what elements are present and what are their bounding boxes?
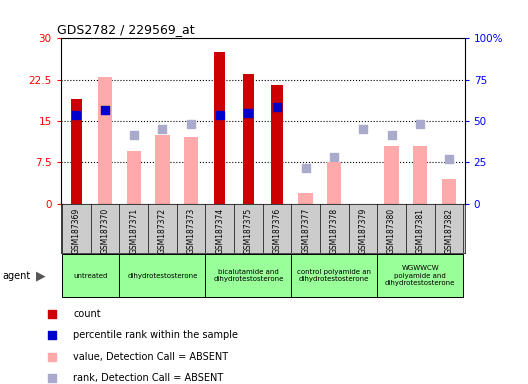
Bar — [243, 74, 254, 204]
Bar — [98, 77, 112, 204]
Text: GSM187379: GSM187379 — [359, 207, 367, 254]
Bar — [155, 135, 169, 204]
Point — [244, 110, 252, 116]
Bar — [378, 254, 463, 297]
Text: WGWWCW
polyamide and
dihydrotestosterone: WGWWCW polyamide and dihydrotestosterone — [385, 265, 456, 286]
Bar — [71, 99, 82, 204]
Point — [273, 104, 281, 110]
Point — [187, 121, 195, 127]
Point — [72, 113, 81, 119]
Text: GSM187378: GSM187378 — [330, 207, 339, 254]
Point — [359, 126, 367, 132]
Text: GSM187376: GSM187376 — [272, 207, 281, 254]
Text: control polyamide an
dihydrotestosterone: control polyamide an dihydrotestosterone — [297, 269, 371, 282]
Text: GSM187381: GSM187381 — [416, 207, 425, 253]
Point — [445, 156, 453, 162]
Point — [215, 113, 224, 119]
Text: agent: agent — [3, 270, 31, 281]
Text: GSM187371: GSM187371 — [129, 207, 138, 254]
Bar — [271, 85, 282, 204]
Text: value, Detection Call = ABSENT: value, Detection Call = ABSENT — [73, 351, 228, 362]
Text: untreated: untreated — [73, 273, 108, 278]
Text: bicalutamide and
dihydrotestosterone: bicalutamide and dihydrotestosterone — [213, 269, 284, 282]
Bar — [184, 137, 198, 204]
Point — [129, 132, 138, 138]
Text: GSM187373: GSM187373 — [186, 207, 195, 254]
Bar — [442, 179, 456, 204]
Text: percentile rank within the sample: percentile rank within the sample — [73, 330, 238, 341]
Bar — [327, 162, 342, 204]
Text: dihydrotestosterone: dihydrotestosterone — [127, 273, 197, 278]
Text: GDS2782 / 229569_at: GDS2782 / 229569_at — [56, 23, 194, 36]
Bar — [214, 52, 225, 204]
Point — [48, 353, 56, 359]
Point — [48, 311, 56, 317]
Bar — [205, 254, 291, 297]
Text: GSM187372: GSM187372 — [158, 207, 167, 254]
Bar — [291, 254, 378, 297]
Point — [48, 332, 56, 339]
Bar — [119, 254, 205, 297]
Bar — [62, 254, 119, 297]
Text: GSM187377: GSM187377 — [301, 207, 310, 254]
Text: GSM187374: GSM187374 — [215, 207, 224, 254]
Text: GSM187370: GSM187370 — [101, 207, 110, 254]
Point — [330, 154, 338, 160]
Bar — [413, 146, 427, 204]
Bar — [127, 151, 141, 204]
Point — [416, 121, 425, 127]
Bar — [298, 192, 313, 204]
Text: GSM187369: GSM187369 — [72, 207, 81, 254]
Point — [158, 126, 167, 132]
Text: count: count — [73, 309, 101, 319]
Text: rank, Detection Call = ABSENT: rank, Detection Call = ABSENT — [73, 372, 223, 383]
Point — [301, 165, 310, 171]
Text: GSM187382: GSM187382 — [445, 207, 454, 253]
Point — [388, 132, 396, 138]
Point — [48, 375, 56, 381]
Bar — [384, 146, 399, 204]
Text: ▶: ▶ — [36, 269, 45, 282]
Text: GSM187380: GSM187380 — [387, 207, 396, 254]
Point — [101, 107, 109, 113]
Text: GSM187375: GSM187375 — [244, 207, 253, 254]
